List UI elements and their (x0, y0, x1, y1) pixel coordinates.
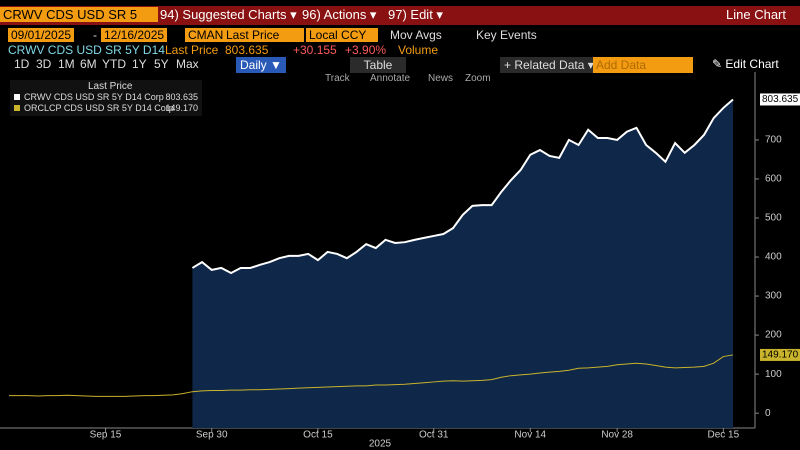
tool[interactable]: Zoom (465, 73, 491, 84)
legend-label: CRWV CDS USD SR 5Y D14 Corp (24, 92, 164, 102)
table[interactable]: Table (350, 57, 406, 73)
tool[interactable]: Annotate (370, 73, 411, 84)
quote-pct: +3.90% (345, 43, 387, 57)
y-tick-label: 600 (765, 174, 782, 185)
tool[interactable]: News (428, 73, 454, 84)
y-tick-label: 200 (765, 330, 782, 341)
y-tick-label: 400 (765, 252, 782, 263)
quote-field: Last Price (165, 43, 219, 57)
last-tag (760, 93, 800, 106)
last-tag-label: 803.635 (762, 94, 799, 105)
source[interactable]: CMAN (185, 28, 227, 42)
x-tick-label: Oct 31 (419, 430, 449, 441)
tool[interactable]: Track (325, 73, 350, 84)
x-tick-label: Nov 14 (514, 430, 546, 441)
y-tick-label: 500 (765, 213, 782, 224)
period-button[interactable]: 1D (14, 57, 30, 71)
menu-bar: CRWV CDS USD SR 5 94) Suggested Charts ▾… (0, 6, 800, 25)
y-tick-label: 100 (765, 369, 782, 380)
key-events[interactable]: Key Events (476, 28, 537, 42)
chart: 0 100 200 300 400 500 600 700 Sep 15 Sep 30 Oct 15… (0, 72, 800, 450)
add-data[interactable]: Add Data (593, 57, 693, 73)
x-tick-label: Sep 30 (196, 430, 228, 441)
last-tag-label: 149.170 (762, 350, 799, 361)
area (192, 99, 733, 428)
currency[interactable]: Local CCY (306, 28, 378, 42)
period-button[interactable]: 6M (80, 57, 97, 71)
menu[interactable]: 96) Actions ▾ (302, 7, 377, 22)
dash: - (93, 28, 97, 42)
edit-chart[interactable]: ✎ Edit Chart (712, 57, 779, 71)
x-tick-label: Sep 15 (90, 430, 122, 441)
x-tick-label: Nov 28 (601, 430, 633, 441)
mov-avgs[interactable]: Mov Avgs (390, 28, 442, 42)
start-date[interactable]: 09/01/2025 (8, 28, 75, 42)
related-data[interactable]: + Related Data ▾ (500, 57, 598, 73)
quote-price: 803.635 (225, 43, 269, 57)
quote-change: +30.155 (293, 43, 337, 57)
legend-value: 803.635 (165, 92, 198, 102)
x-axis-label: 2025 (369, 439, 392, 450)
x-tick-label: Oct 15 (303, 430, 333, 441)
end-date[interactable]: 12/16/2025 (101, 28, 168, 42)
last-tag (760, 348, 800, 361)
period-button[interactable]: 5Y (154, 57, 169, 71)
period-button[interactable]: 1M (58, 57, 75, 71)
period-button[interactable]: YTD (102, 57, 126, 71)
line (9, 354, 734, 397)
legend-title: Last Price (88, 81, 133, 92)
quote-name: CRWV CDS USD SR 5Y D14 (8, 43, 165, 57)
period-button[interactable]: Max (176, 57, 199, 71)
legend-swatch (14, 105, 20, 111)
period-button[interactable]: 1Y (132, 57, 147, 71)
security[interactable]: CRWV CDS USD SR 5 (0, 7, 158, 22)
legend-label: ORCLCP CDS USD SR 5Y D14 Corp (24, 103, 174, 113)
legend-swatch (14, 94, 20, 100)
legend: Last Price CRWV CDS USD SR 5Y D14 Corp 80… (10, 80, 202, 116)
period-button[interactable]: 3D (36, 57, 52, 71)
y-tick-label: 0 (765, 408, 771, 419)
menu[interactable]: 94) Suggested Charts ▾ (160, 7, 297, 22)
field[interactable]: Last Price (223, 28, 304, 42)
chart-type: Line Chart (726, 7, 786, 22)
daily[interactable]: Daily ▼ (236, 57, 286, 73)
volume: Volume (398, 43, 439, 57)
menu[interactable]: 97) Edit ▾ (388, 7, 443, 22)
line (191, 98, 734, 275)
legend-value: 149.170 (165, 103, 198, 113)
y-tick-label: 300 (765, 291, 782, 302)
y-tick-label: 700 (765, 135, 782, 146)
x-tick-label: Dec 15 (708, 430, 740, 441)
